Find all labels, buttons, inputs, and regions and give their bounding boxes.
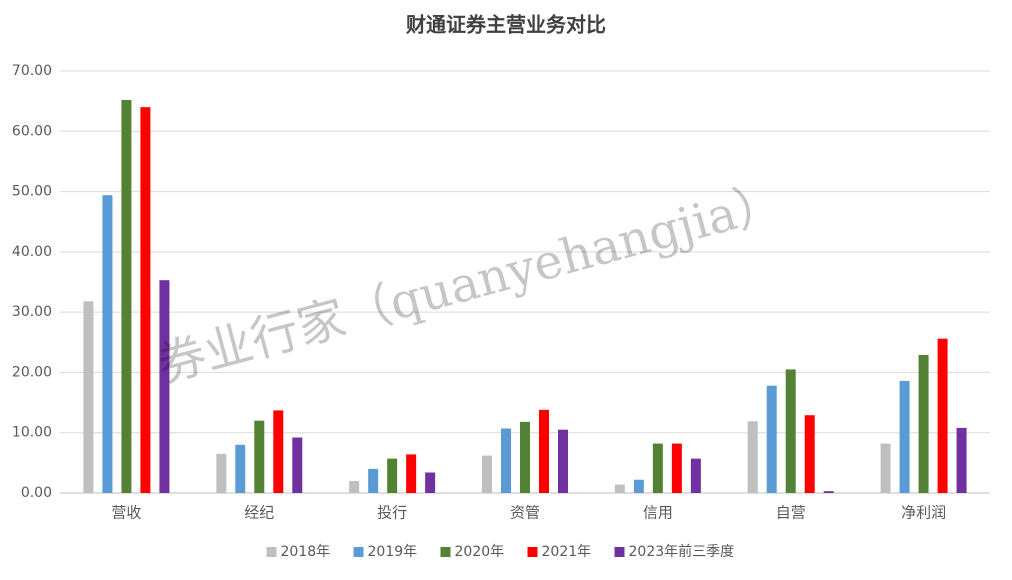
bar bbox=[216, 453, 227, 493]
x-tick-label: 营收 bbox=[111, 504, 141, 522]
bar bbox=[539, 409, 549, 493]
bar bbox=[785, 369, 796, 493]
x-tick-label: 投行 bbox=[377, 504, 407, 522]
x-tick-label: 自营 bbox=[776, 504, 806, 522]
bar bbox=[671, 443, 682, 493]
y-tick-label: 30.00 bbox=[12, 304, 52, 320]
bar bbox=[159, 280, 170, 493]
y-tick-label: 70.00 bbox=[12, 63, 52, 79]
legend-swatch bbox=[527, 547, 538, 557]
bar bbox=[804, 415, 815, 493]
bar bbox=[482, 455, 492, 493]
legend-swatch bbox=[266, 547, 277, 557]
chart-title: 财通证券主营业务对比 bbox=[406, 13, 606, 37]
bar bbox=[520, 421, 530, 493]
x-tick-label: 经纪 bbox=[244, 504, 274, 522]
bar bbox=[652, 443, 663, 493]
bar bbox=[254, 420, 265, 493]
watermark: 券业行家（quanyehangjia） bbox=[152, 173, 789, 394]
y-tick-label: 40.00 bbox=[12, 244, 52, 260]
x-tick-label: 资管 bbox=[510, 504, 540, 522]
legend-swatch bbox=[440, 547, 451, 557]
bar bbox=[83, 301, 94, 493]
bar bbox=[387, 458, 398, 493]
bar bbox=[937, 338, 948, 493]
bar bbox=[102, 195, 113, 493]
bar bbox=[633, 479, 644, 493]
legend-swatch bbox=[614, 547, 625, 557]
bar bbox=[558, 429, 568, 493]
legend: 2018年 2019年 2020年 2021年 2023年前三季度 bbox=[266, 543, 735, 560]
y-tick-label: 50.00 bbox=[12, 184, 52, 200]
y-tick-label: 0.00 bbox=[21, 485, 52, 501]
bar bbox=[349, 480, 360, 493]
bar bbox=[823, 491, 834, 493]
bar bbox=[614, 484, 625, 493]
bar bbox=[956, 427, 967, 493]
bar bbox=[899, 380, 910, 493]
x-tick-label: 净利润 bbox=[901, 504, 946, 522]
legend-swatch bbox=[353, 547, 364, 557]
legend-label: 2020年 bbox=[455, 544, 505, 560]
legend-label: 2018年 bbox=[281, 544, 331, 560]
bar bbox=[140, 107, 151, 494]
bar bbox=[406, 454, 417, 493]
x-tick-label: 信用 bbox=[643, 504, 673, 522]
bar bbox=[747, 421, 758, 493]
legend-label: 2021年 bbox=[542, 544, 592, 560]
bar bbox=[121, 99, 132, 494]
bar bbox=[501, 428, 511, 493]
y-tick-label: 20.00 bbox=[12, 364, 52, 380]
legend-label: 2023年前三季度 bbox=[629, 543, 735, 560]
bar bbox=[292, 437, 303, 493]
bar bbox=[918, 354, 929, 493]
bar bbox=[368, 468, 379, 493]
bar bbox=[235, 444, 246, 493]
y-tick-label: 10.00 bbox=[12, 425, 52, 441]
bar bbox=[273, 410, 284, 493]
bar bbox=[690, 458, 701, 493]
bar bbox=[880, 443, 891, 493]
bar bbox=[766, 385, 777, 493]
y-tick-label: 60.00 bbox=[12, 123, 52, 139]
legend-label: 2019年 bbox=[368, 544, 418, 560]
bar bbox=[425, 472, 436, 493]
